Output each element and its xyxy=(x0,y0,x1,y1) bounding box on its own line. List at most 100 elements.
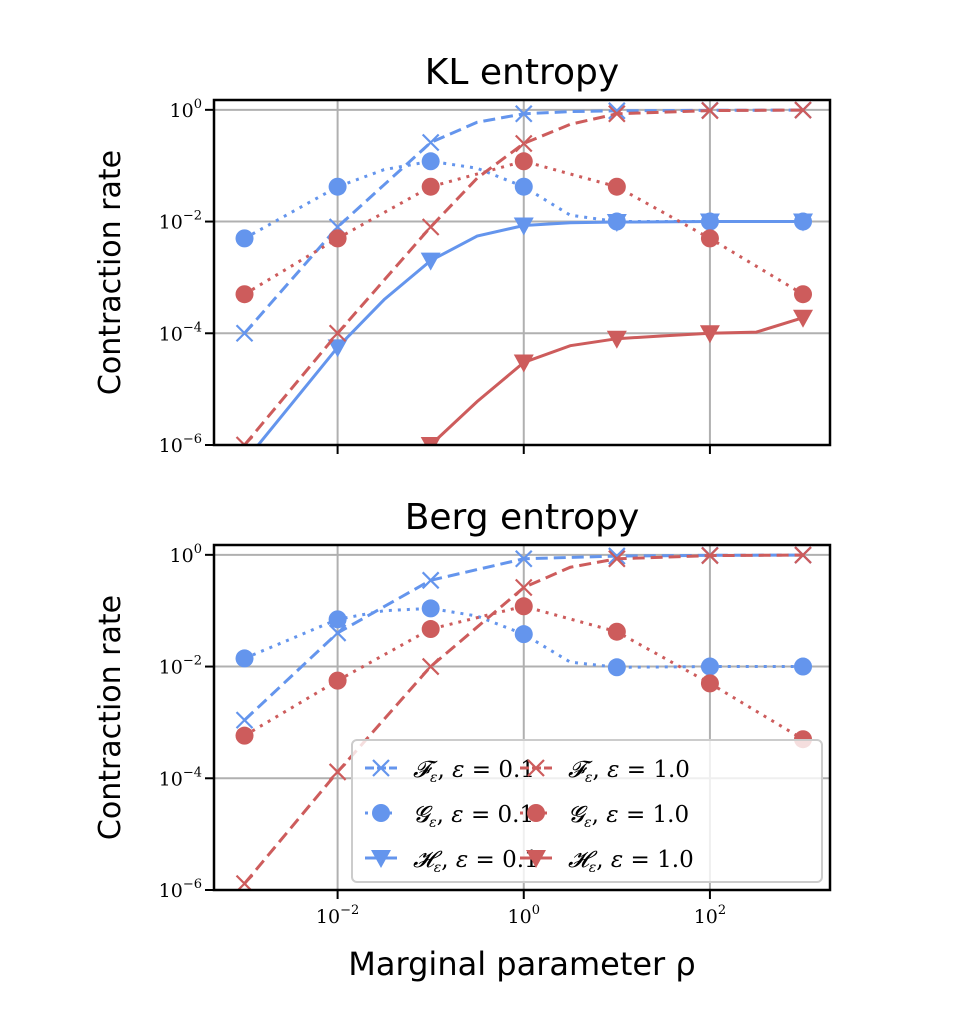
data-point-circle xyxy=(527,804,545,822)
series-G-1-0 xyxy=(235,152,813,304)
series-G-0-1 xyxy=(235,599,813,677)
data-point-circle xyxy=(235,285,254,304)
tick-exponent: −2 xyxy=(340,903,359,918)
data-point-x xyxy=(235,324,254,343)
data-point-x xyxy=(794,101,812,119)
legend-text: , xyxy=(441,847,456,873)
data-point-circle xyxy=(421,620,440,639)
legend-eps: ε xyxy=(456,847,468,873)
data-point-x xyxy=(514,134,533,153)
data-point-x xyxy=(328,324,347,343)
tick-base: 10 xyxy=(159,657,183,679)
tick-base: 10 xyxy=(159,435,183,457)
x-axis-label: Marginal parameter ρ xyxy=(348,945,695,983)
tick-base: 10 xyxy=(159,880,183,902)
legend-symbol: 𝓖 xyxy=(568,802,588,828)
legend-label: 𝓕ε, ε = 0.1 xyxy=(413,757,535,786)
legend-value: = 1.0 xyxy=(619,757,689,783)
y-tick-label: 10−4 xyxy=(159,320,202,345)
legend-label: 𝓖ε, ε = 0.1 xyxy=(413,802,534,831)
data-point-circle xyxy=(235,649,254,668)
data-point-triangle xyxy=(235,454,255,472)
y-axis-label: Contraction rate xyxy=(93,595,128,840)
data-point-triangle xyxy=(606,214,627,233)
data-point-x xyxy=(421,218,440,236)
tick-exponent: −2 xyxy=(183,209,202,224)
y-tick-label: 100 xyxy=(170,97,202,122)
legend-subscript: ε xyxy=(589,860,597,876)
data-point-x xyxy=(701,546,719,565)
data-point-circle xyxy=(514,177,533,196)
legend-box xyxy=(351,739,823,883)
data-point-triangle xyxy=(793,213,814,232)
data-point-x xyxy=(421,571,440,590)
tick-base: 10 xyxy=(159,323,183,345)
data-point-x xyxy=(514,578,533,597)
legend-value: = 1.0 xyxy=(623,847,693,873)
chart-title: KL entropy xyxy=(425,52,619,93)
data-point-x xyxy=(514,550,533,568)
data-point-x xyxy=(421,657,440,676)
data-point-circle xyxy=(514,152,533,171)
data-point-x xyxy=(372,759,390,777)
tick-exponent: −6 xyxy=(183,432,202,447)
data-point-triangle xyxy=(420,252,441,271)
tick-exponent: 0 xyxy=(194,97,202,112)
legend-subscript: ε xyxy=(584,815,592,831)
series-H-1-0 xyxy=(420,309,814,445)
data-point-x xyxy=(608,105,626,123)
series-G-1-0 xyxy=(235,597,813,749)
legend-label: 𝓖ε, ε = 1.0 xyxy=(568,802,689,831)
data-point-x xyxy=(514,105,533,123)
legend-text: , xyxy=(593,757,608,783)
tick-exponent: −2 xyxy=(183,654,202,669)
legend-label: 𝓗ε, ε = 1.0 xyxy=(568,847,694,876)
data-point-x xyxy=(235,436,254,445)
legend-text: , xyxy=(437,802,452,828)
legend-label: 𝓗ε, ε = 0.1 xyxy=(413,847,539,876)
y-tick-label: 10−2 xyxy=(159,209,202,234)
data-point-x xyxy=(608,547,626,565)
axes-frame xyxy=(212,543,832,892)
data-point-circle xyxy=(607,177,626,196)
data-point-x xyxy=(421,133,440,152)
data-point-triangle xyxy=(793,309,814,328)
data-point-circle xyxy=(794,657,813,676)
y-tick-label: 10−6 xyxy=(159,432,202,457)
data-point-circle xyxy=(328,671,347,690)
data-point-triangle xyxy=(699,325,720,344)
tick-base: 10 xyxy=(170,100,194,122)
data-point-x xyxy=(701,101,719,120)
data-point-circle xyxy=(372,804,390,822)
series-group xyxy=(235,101,814,472)
legend-text: , xyxy=(438,757,453,783)
y-tick-label: 100 xyxy=(170,542,202,567)
tick-base: 10 xyxy=(159,768,183,790)
tick-base: 10 xyxy=(170,545,194,567)
data-point-circle xyxy=(328,177,347,196)
tick-exponent: −4 xyxy=(183,765,202,780)
axes-frame xyxy=(212,98,832,447)
data-point-triangle xyxy=(371,850,391,868)
data-point-triangle xyxy=(513,354,534,373)
data-point-x xyxy=(608,550,626,568)
series-F-1-0 xyxy=(235,101,812,445)
chart-title: Berg entropy xyxy=(405,497,640,538)
legend-subscript: ε xyxy=(585,770,593,786)
data-point-triangle xyxy=(606,330,627,349)
tick-base: 10 xyxy=(508,906,532,928)
tick-base: 10 xyxy=(316,906,340,928)
y-tick-label: 10−6 xyxy=(159,877,202,902)
series-H-0-1 xyxy=(235,213,814,472)
legend-text: , xyxy=(596,847,611,873)
data-point-circle xyxy=(328,610,347,629)
data-point-triangle xyxy=(513,217,534,236)
tick-exponent: 2 xyxy=(718,903,726,918)
legend-value: = 0.1 xyxy=(464,757,534,783)
legend-subscript: ε xyxy=(429,815,437,831)
legend-entry: 𝓕ε, ε = 0.1 xyxy=(365,757,535,786)
tick-exponent: 0 xyxy=(532,903,540,918)
legend-subscript: ε xyxy=(430,770,438,786)
